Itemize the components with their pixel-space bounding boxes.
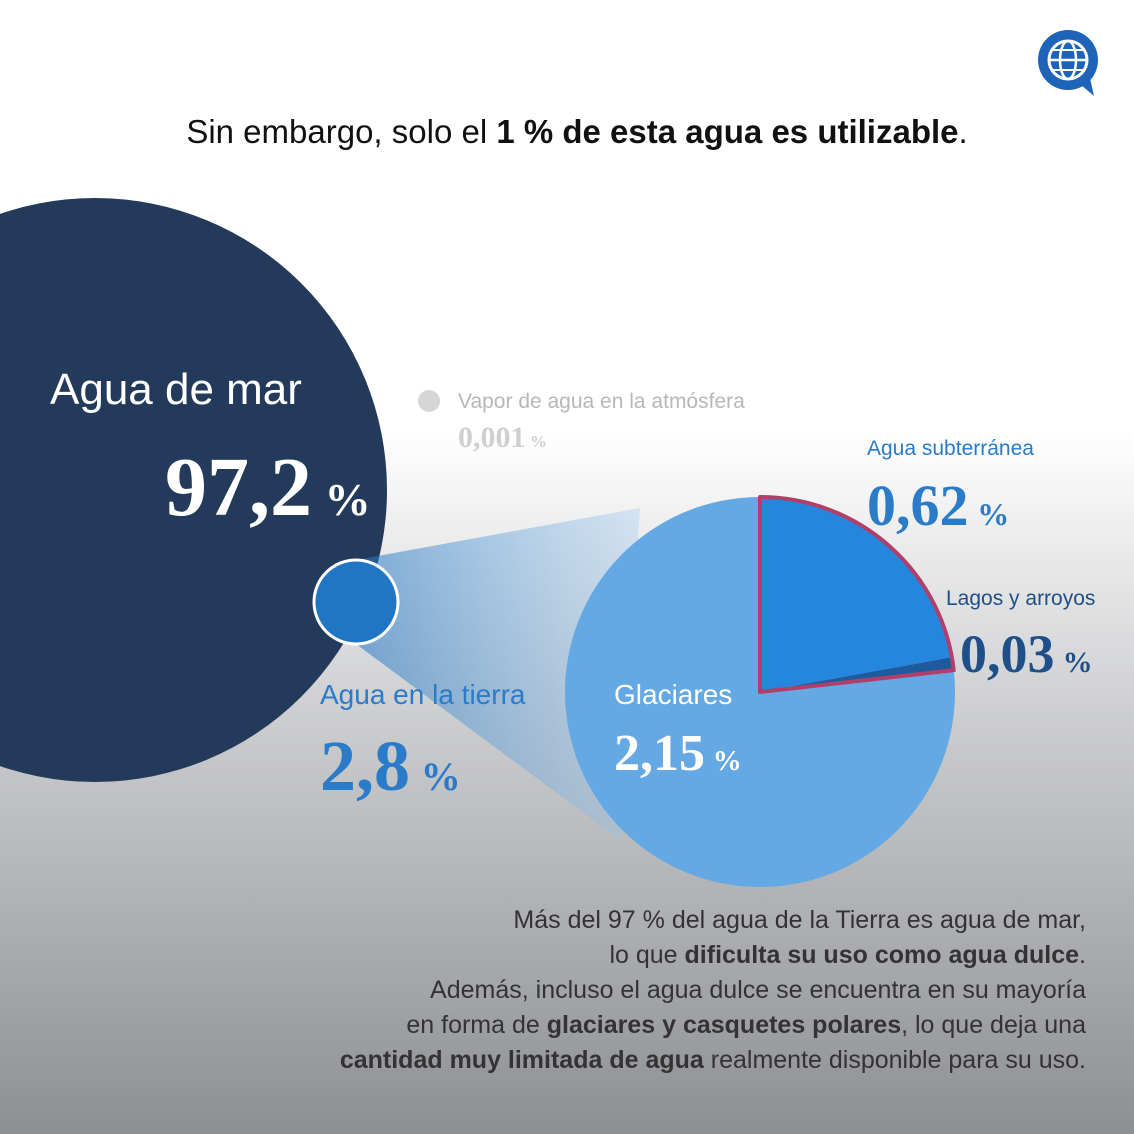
highlight-outline	[758, 495, 956, 694]
slice-label: Agua subterránea	[867, 437, 1034, 460]
slice-value: 0,03%	[960, 624, 1093, 684]
slice-value-unit: %	[977, 496, 1009, 532]
slice-value-unit: %	[1063, 646, 1093, 679]
body-line: en forma de glaciares y casquetes polare…	[406, 1011, 1086, 1039]
body-segment: en forma de	[406, 1011, 546, 1039]
body-segment: .	[1079, 941, 1086, 969]
sea-label: Agua de mar	[50, 365, 302, 414]
body-segment: Además, incluso el agua dulce se encuent…	[430, 976, 1086, 1004]
title-part: Sin embargo, solo el	[186, 113, 496, 150]
sea-value-unit: %	[325, 474, 371, 525]
vapor-dot	[418, 390, 440, 412]
title-part: 1 % de esta agua es utilizable	[496, 113, 958, 150]
vapor-value-unit: %	[530, 432, 547, 451]
vapor-label: Vapor de agua en la atmósfera	[458, 390, 745, 413]
body-line: cantidad muy limitada de agua realmente …	[340, 1046, 1086, 1074]
land-value: 2,8%	[320, 726, 461, 806]
slice-value-unit: %	[713, 745, 742, 777]
pie-slice	[760, 497, 952, 692]
body-segment: lo que	[609, 941, 684, 969]
land-label: Agua en la tierra	[320, 679, 526, 710]
body-line: Más del 97 % del agua de la Tierra es ag…	[513, 906, 1086, 934]
slice-value: 2,15%	[614, 725, 742, 782]
zoom-cone	[356, 508, 640, 840]
title: Sin embargo, solo el 1 % de esta agua es…	[186, 113, 967, 150]
sea-value: 97,2%	[165, 441, 371, 534]
land-circle	[312, 558, 400, 646]
logo	[1038, 30, 1098, 96]
body-segment: cantidad muy limitada de agua	[340, 1046, 705, 1074]
sea-value-number: 97,2	[165, 441, 312, 534]
title-part: .	[959, 113, 968, 150]
body-segment: realmente disponible para su uso.	[704, 1046, 1086, 1074]
land-value-number: 2,8	[320, 726, 410, 806]
body-segment: dificulta su uso como agua dulce	[685, 941, 1080, 969]
pie-slice	[760, 657, 954, 692]
body-segment: Más del 97 % del agua de la Tierra es ag…	[513, 906, 1086, 934]
body-line: Además, incluso el agua dulce se encuent…	[430, 976, 1086, 1004]
slice-value-number: 2,15	[614, 725, 705, 782]
chart: Agua de mar 97,2 % Vapor de agua en la atmó…	[0, 198, 1095, 1074]
slice-label: Glaciares	[614, 679, 732, 710]
body-segment: glaciares y casquetes polares	[547, 1011, 901, 1039]
slice-value-number: 0,62	[867, 473, 969, 538]
body-segment: , lo que deja una	[901, 1011, 1086, 1039]
land-value-unit: %	[421, 754, 461, 799]
vapor-value: 0,001%	[458, 421, 547, 454]
slice-value: 0,62%	[867, 473, 1009, 538]
vapor-value-number: 0,001	[458, 421, 526, 454]
body-line: lo que dificulta su uso como agua dulce.	[609, 941, 1086, 969]
sea-circle	[0, 198, 387, 782]
slice-value-number: 0,03	[960, 624, 1055, 684]
slice-label: Lagos y arroyos	[946, 587, 1095, 610]
